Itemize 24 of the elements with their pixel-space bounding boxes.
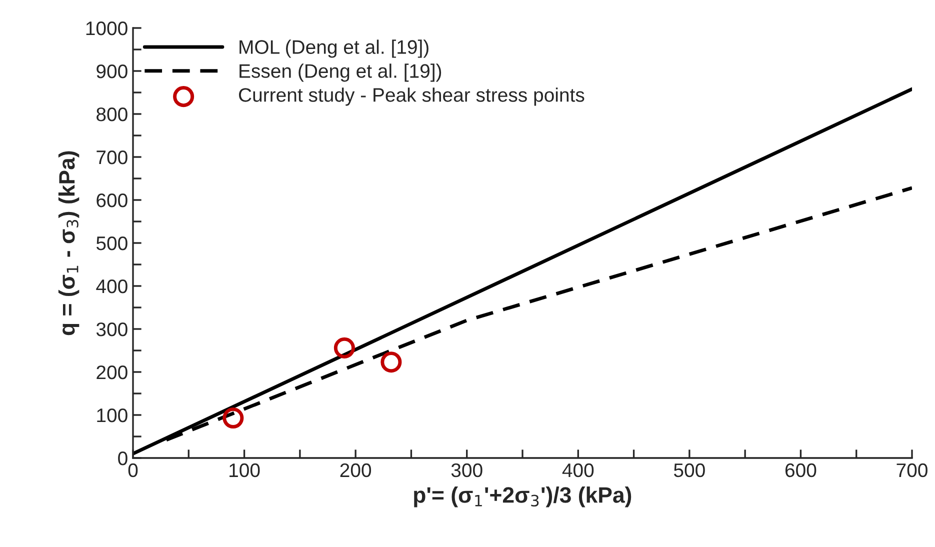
y-tick-label: 800 <box>96 107 128 122</box>
x-tick-label: 700 <box>896 463 928 478</box>
legend-label: Essen (Deng et al. [19]) <box>240 64 442 82</box>
x-tick-label: 0 <box>128 463 138 478</box>
y-tick-label: 500 <box>96 236 128 250</box>
x-axis-title: p'= (σ$_{1}$'+2σ$_{3}$')/3 (kPa) <box>414 486 632 508</box>
x-tick-label: 600 <box>785 463 816 478</box>
y-tick-label: 600 <box>96 193 128 208</box>
y-tick-label: 1000 <box>86 21 128 36</box>
y-tick-label: 100 <box>97 408 128 422</box>
x-tick-label: 300 <box>451 463 482 478</box>
x-tick-label: 100 <box>230 463 260 478</box>
y-tick-label: 0 <box>118 451 128 466</box>
y-tick-label: 700 <box>96 150 128 164</box>
y-tick-label: 400 <box>96 279 128 294</box>
y-tick-label: 300 <box>96 322 128 336</box>
y-axis-title: q = (σ$_{1}$ - σ$_{3}$) (kPa) <box>58 151 80 336</box>
legend-label: Current study - Peak shear stress points <box>238 88 584 106</box>
legend-label: MOL (Deng et al. [19]) <box>240 40 428 58</box>
x-tick-label: 400 <box>562 463 594 478</box>
y-tick-label: 200 <box>96 365 128 380</box>
x-tick-label: 200 <box>340 463 372 478</box>
x-tick-label: 500 <box>674 463 705 478</box>
y-tick-label: 900 <box>96 64 128 78</box>
